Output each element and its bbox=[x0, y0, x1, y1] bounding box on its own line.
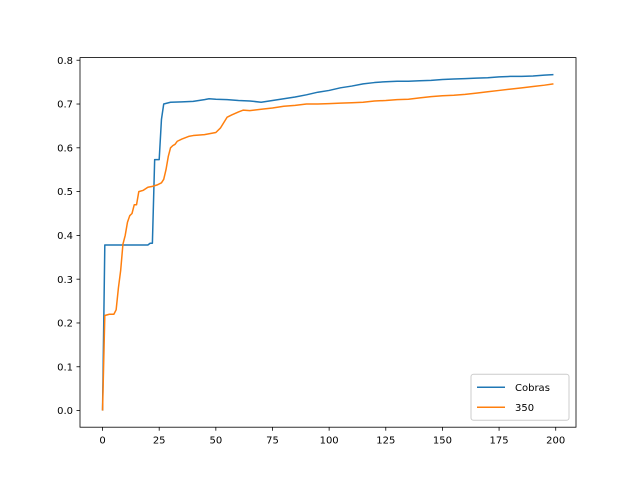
x-tick-label: 100 bbox=[320, 436, 339, 447]
axes-frame bbox=[79, 57, 577, 428]
legend-frame bbox=[470, 373, 570, 421]
y-tick-label: 0.5 bbox=[57, 187, 73, 198]
y-tick-label: 0.3 bbox=[57, 275, 73, 286]
legend-label-0: Cobras bbox=[515, 383, 550, 394]
y-tick-label: 0.0 bbox=[57, 406, 73, 417]
x-tick-label: 175 bbox=[490, 436, 509, 447]
x-tick-label: 200 bbox=[546, 436, 565, 447]
series-line-0 bbox=[101, 73, 554, 411]
y-tick-label: 0.6 bbox=[57, 143, 73, 154]
y-axis: 0.0 0.1 0.2 0.3 0.4 0.5 0.6 0.7 0.8 bbox=[57, 56, 80, 417]
x-tick-label: 75 bbox=[266, 436, 279, 447]
x-tick-label: 125 bbox=[376, 436, 395, 447]
x-tick-label: 150 bbox=[433, 436, 452, 447]
legend-label-1: 350 bbox=[515, 403, 534, 414]
series-lines bbox=[101, 73, 554, 411]
series-line-1 bbox=[101, 83, 554, 411]
y-tick-label: 0.4 bbox=[57, 231, 73, 242]
legend: Cobras 350 bbox=[470, 373, 570, 421]
x-tick-label: 50 bbox=[209, 436, 222, 447]
x-axis: 0 25 50 75 100 125 150 175 200 bbox=[99, 427, 565, 447]
x-tick-label: 0 bbox=[99, 436, 105, 447]
y-tick-label: 0.8 bbox=[57, 56, 73, 67]
y-tick-label: 0.7 bbox=[57, 100, 73, 111]
y-tick-label: 0.2 bbox=[57, 319, 73, 330]
y-tick-label: 0.1 bbox=[57, 362, 73, 373]
x-tick-label: 25 bbox=[153, 436, 166, 447]
